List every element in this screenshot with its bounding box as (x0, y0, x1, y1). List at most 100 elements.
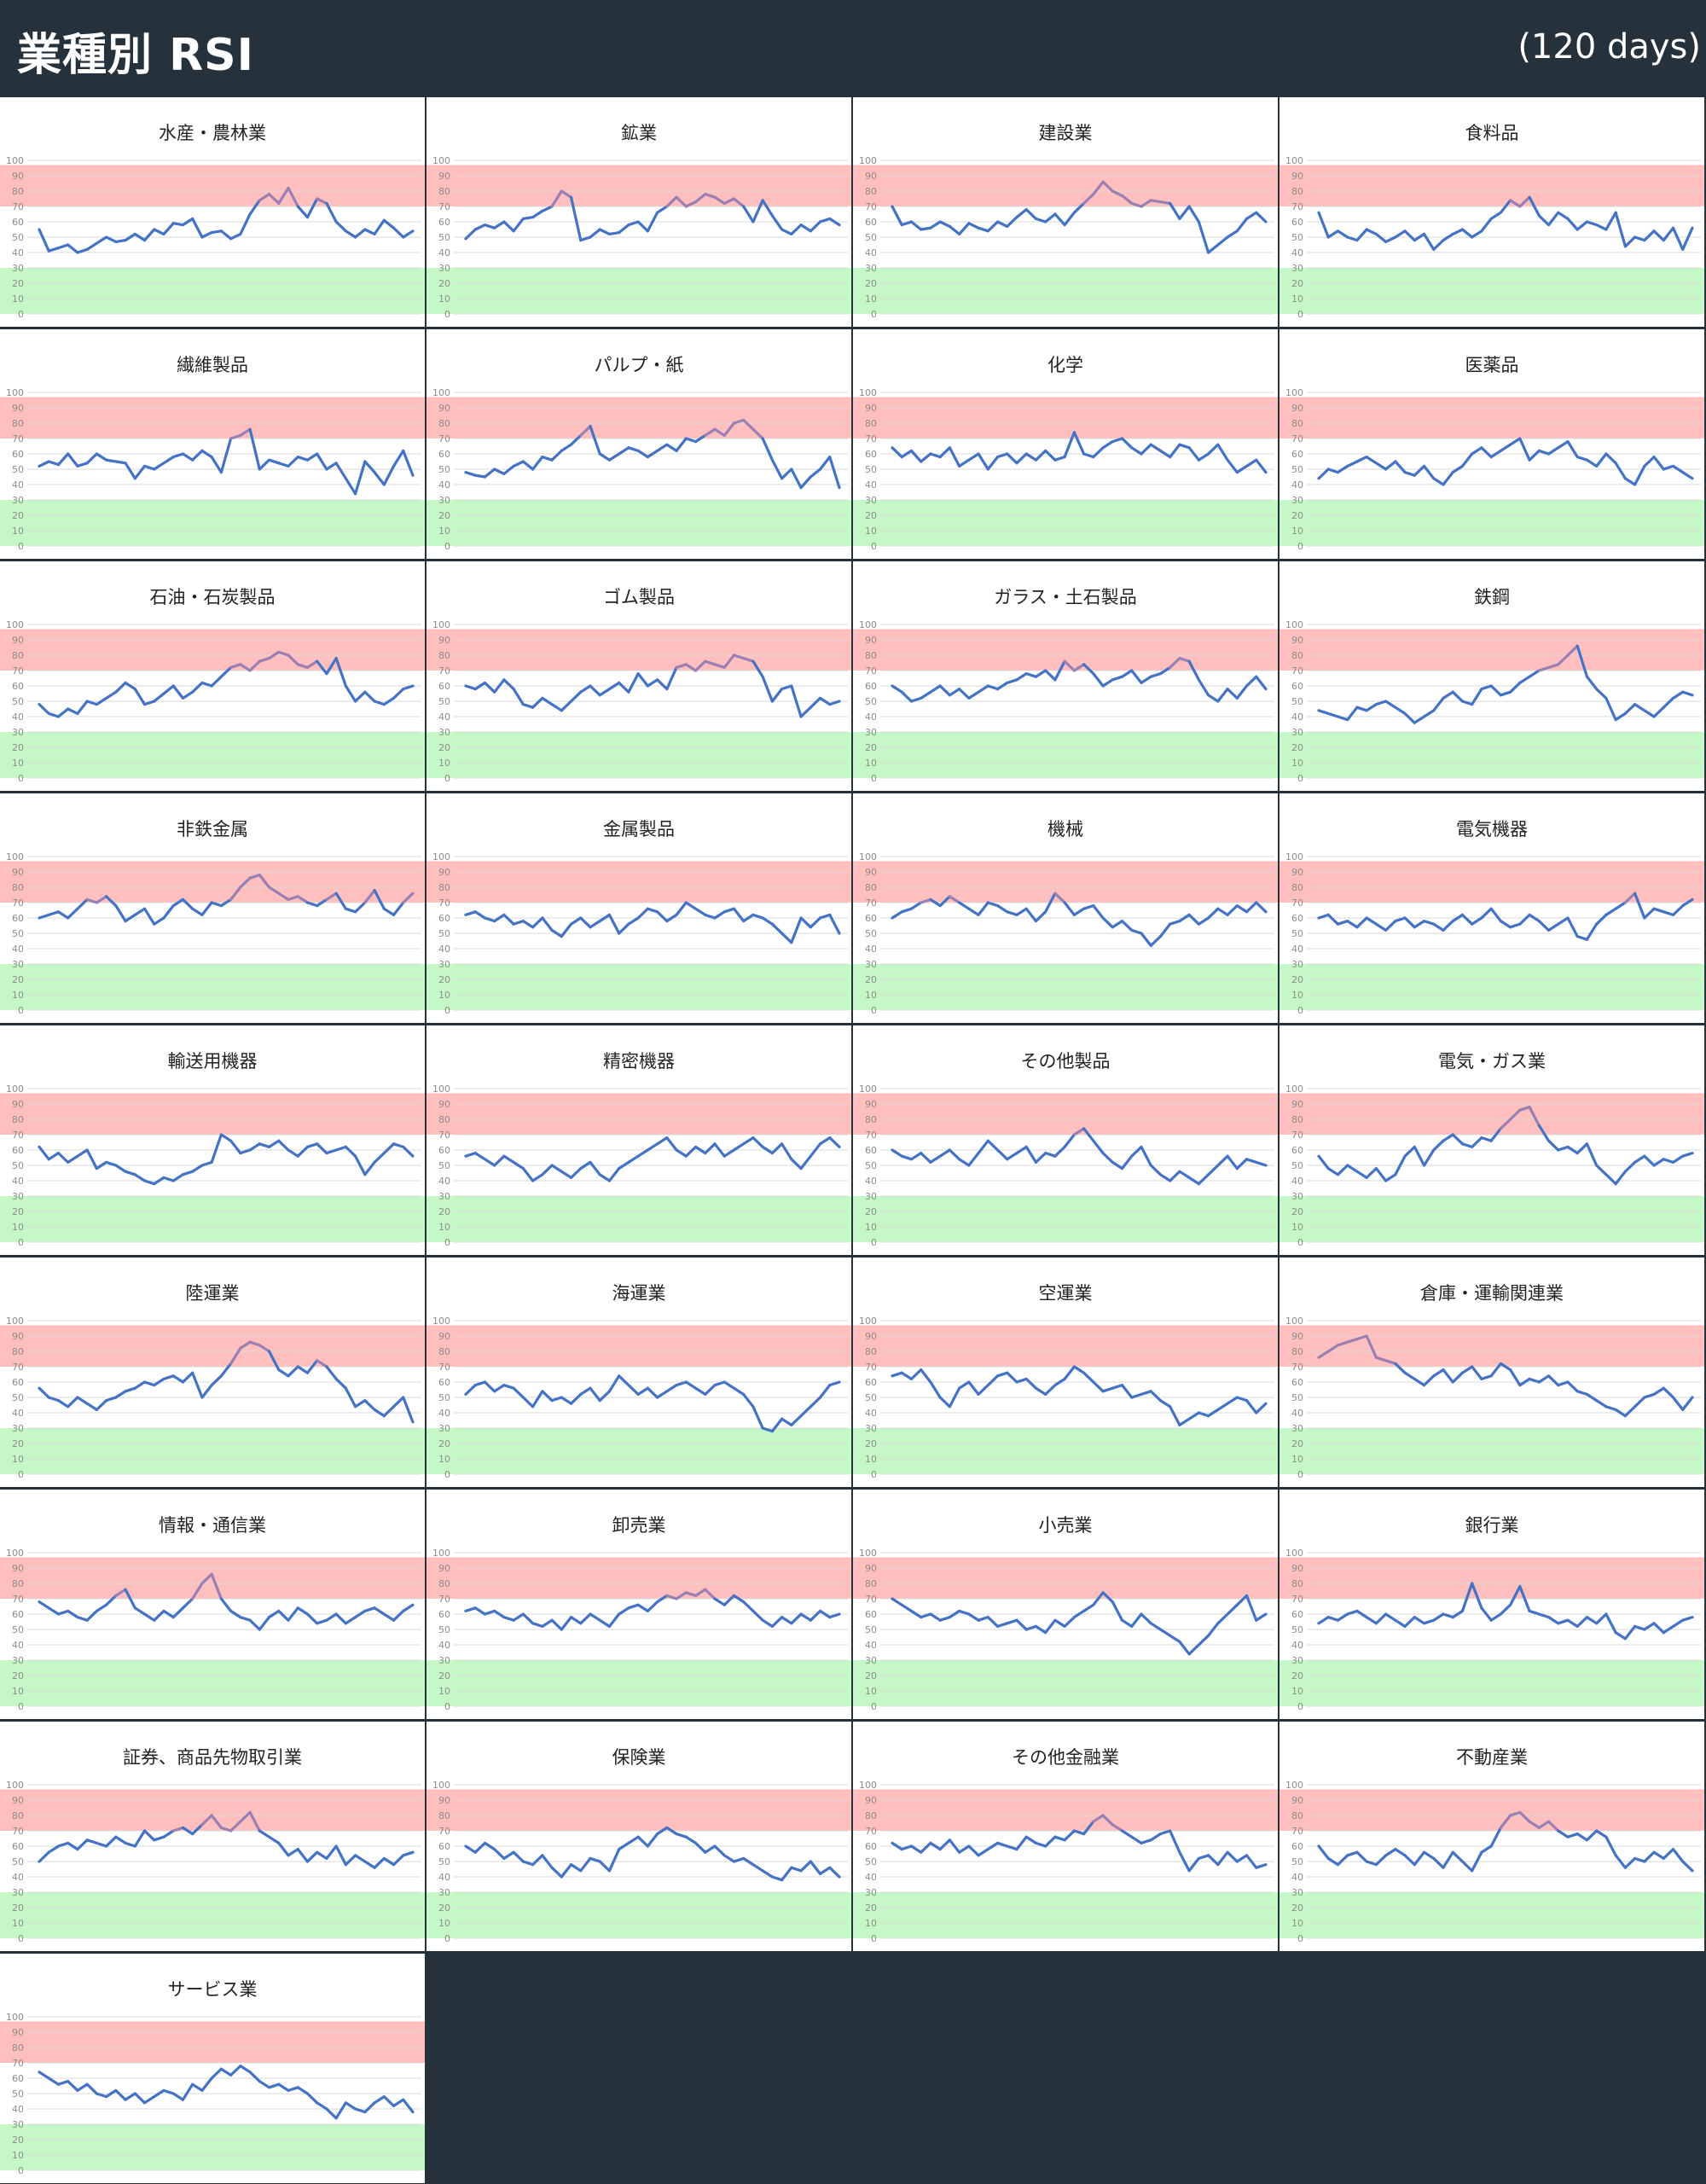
y-tick-label: 70 (12, 1130, 24, 1141)
rsi-line-segment (1063, 901, 1076, 916)
oversold-band (0, 732, 425, 778)
oversold-band (0, 2124, 425, 2170)
rsi-line-segment (493, 1609, 506, 1619)
y-tick-label: 90 (438, 635, 450, 646)
y-tick-label: 100 (6, 1083, 24, 1095)
rsi-line-segment (1216, 1850, 1229, 1867)
oversold-band (426, 1892, 851, 1938)
rsi-line-segment (67, 243, 79, 254)
rsi-line-segment (636, 220, 649, 233)
rsi-line-segment (1489, 1826, 1502, 1848)
rsi-line-segment (920, 226, 932, 231)
rsi-chart-panel: 不動産業 0 10 20 30 40 50 60 70 80 90 100 (1280, 1722, 1704, 1951)
rsi-line-segment (1111, 1823, 1124, 1833)
rsi-line-segment (1460, 1142, 1474, 1148)
rsi-line-segment (665, 1594, 678, 1600)
rsi-line-segment (761, 916, 774, 926)
rsi-line-segment (742, 1136, 755, 1146)
rsi-line-segment (1044, 212, 1057, 224)
y-tick-label: 50 (438, 464, 450, 475)
rsi-line-segment (1216, 443, 1229, 462)
rsi-line-segment (402, 229, 415, 239)
y-tick-label: 70 (12, 433, 24, 444)
y-tick-label: 100 (859, 1316, 877, 1327)
rsi-line-segment (1394, 1154, 1407, 1176)
chart-title: 電気・ガス業 (1438, 1051, 1546, 1072)
rsi-line-segment (1111, 920, 1124, 929)
rsi-line-segment (1566, 1380, 1579, 1393)
rsi-line-segment (1149, 1390, 1163, 1403)
y-tick-label: 20 (1291, 278, 1303, 289)
y-tick-label: 10 (438, 526, 450, 537)
rsi-line-segment (541, 1164, 554, 1176)
y-tick-label: 0 (18, 1237, 24, 1248)
rsi-line-segment (483, 916, 496, 923)
rsi-line-segment (1207, 1408, 1220, 1418)
rsi-line-segment (828, 913, 841, 935)
rsi-line-segment (1226, 1154, 1239, 1170)
y-tick-label: 10 (1291, 758, 1303, 769)
rsi-line-segment (56, 1841, 70, 1848)
rsi-line-segment (1216, 688, 1229, 703)
rsi-line-segment (1197, 916, 1210, 926)
rsi-line-segment (258, 1142, 271, 1148)
rsi-chart-panel: 建設業 0 10 20 30 40 50 60 70 80 90 100 (853, 97, 1278, 327)
rsi-line-segment (900, 690, 914, 703)
rsi-line-segment (986, 1374, 1000, 1387)
y-tick-label: 40 (12, 479, 24, 491)
y-tick-label: 20 (865, 1206, 877, 1217)
rsi-line-segment (1015, 452, 1028, 465)
chart-title: 建設業 (1038, 123, 1093, 143)
overbought-band (426, 1093, 851, 1135)
rsi-line-segment (402, 1145, 415, 1158)
y-tick-label: 30 (1291, 727, 1303, 738)
rsi-line-segment (958, 1844, 971, 1854)
rsi-line-segment (722, 1854, 736, 1863)
rsi-line-segment (1480, 1606, 1493, 1622)
rsi-line-segment (713, 910, 726, 920)
rsi-line-segment (162, 456, 175, 465)
rsi-line-segment (392, 688, 405, 700)
rsi-line-segment (618, 1160, 630, 1170)
rsi-line-segment (402, 684, 415, 691)
rsi-line-segment (1413, 920, 1426, 929)
y-tick-label: 60 (438, 681, 450, 692)
rsi-line-segment (958, 1380, 971, 1390)
y-tick-label: 100 (1285, 1316, 1303, 1327)
rsi-line-segment (1092, 1814, 1105, 1823)
y-tick-label: 10 (12, 293, 24, 305)
rsi-line-segment (38, 2071, 50, 2080)
rsi-line-segment (704, 1588, 717, 1600)
rsi-line-segment (239, 212, 252, 235)
rsi-line-segment (1255, 211, 1268, 224)
rsi-line-segment (1489, 1362, 1502, 1378)
rsi-line-segment (105, 1594, 118, 1606)
rsi-line-segment (229, 663, 242, 670)
y-tick-label: 80 (865, 186, 877, 197)
rsi-line-segment (1197, 452, 1210, 462)
rsi-line-segment (1652, 1850, 1665, 1860)
rsi-line-segment (589, 1612, 601, 1622)
rsi-line-segment (790, 1612, 803, 1625)
rsi-line-segment (1384, 1359, 1397, 1366)
rsi-line-segment (1509, 1584, 1522, 1606)
rsi-line-segment (1130, 669, 1143, 684)
rsi-line-segment (210, 675, 223, 688)
rsi-line-segment (229, 1820, 242, 1833)
rsi-line-segment (56, 910, 70, 920)
y-tick-label: 30 (1291, 1423, 1303, 1434)
rsi-line-segment (1082, 452, 1095, 459)
y-tick-label: 70 (12, 665, 24, 677)
rsi-line-segment (1623, 1856, 1637, 1869)
y-tick-label: 10 (12, 1222, 24, 1233)
rsi-line-segment (1015, 1377, 1028, 1384)
oversold-band (1280, 1660, 1704, 1706)
rsi-line-segment (219, 1597, 233, 1612)
rsi-line-segment (589, 1160, 601, 1176)
y-tick-label: 50 (438, 1856, 450, 1867)
rsi-line-segment (219, 2067, 233, 2077)
rsi-line-segment (1422, 232, 1436, 251)
y-tick-label: 100 (432, 1083, 450, 1095)
